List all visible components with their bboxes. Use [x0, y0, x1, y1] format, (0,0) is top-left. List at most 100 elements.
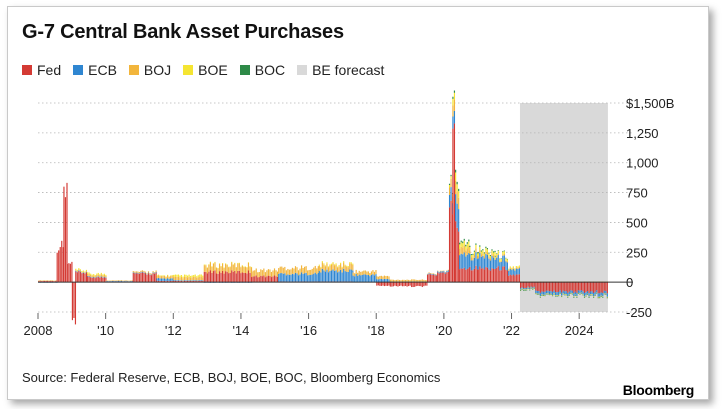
bar-boc — [462, 241, 464, 244]
bar-fed — [258, 277, 260, 283]
bar-boc — [468, 239, 470, 242]
bar-boj — [335, 264, 337, 271]
bar-ecb — [130, 281, 132, 282]
bar-fed — [379, 282, 381, 286]
bar-boc — [488, 252, 490, 254]
bar-ecb — [108, 281, 110, 282]
bar-boj — [53, 280, 55, 282]
bar-fed — [71, 282, 73, 321]
bar-boe — [465, 246, 467, 251]
bar-boe — [78, 268, 80, 270]
bar-boj — [459, 248, 461, 256]
bar-boe — [565, 294, 567, 295]
bar-boj — [430, 273, 432, 274]
bar-boe — [482, 250, 484, 254]
bar-ecb — [88, 275, 90, 277]
bar-boj — [397, 279, 399, 282]
bar-ecb — [434, 274, 436, 276]
bar-fed — [524, 282, 526, 289]
bar-boc — [591, 294, 593, 296]
bar-ecb — [600, 292, 602, 296]
bar-boe — [180, 275, 183, 277]
bar-ecb — [532, 287, 534, 289]
bar-fed — [602, 282, 604, 293]
bar-boj — [247, 262, 250, 271]
bar-fed — [79, 271, 81, 283]
bar-ecb — [541, 291, 543, 295]
bar-boe — [202, 275, 204, 278]
bar-boe — [459, 244, 461, 249]
bar-boj — [147, 271, 150, 273]
bar-fed — [186, 280, 189, 283]
bar-boe — [190, 275, 192, 278]
bar-fed — [150, 275, 153, 283]
bar-boj — [415, 279, 417, 282]
bar-boj — [492, 255, 495, 258]
bar-ecb — [502, 255, 504, 267]
bar-boj — [343, 262, 345, 269]
bar-boj — [163, 276, 166, 279]
bar-boj — [100, 274, 102, 277]
bar-boj — [440, 270, 442, 272]
bar-fed — [234, 270, 236, 283]
bar-fed — [191, 280, 193, 283]
bar-boe — [466, 243, 468, 249]
legend-label-boj: BOJ — [143, 62, 172, 78]
bar-fed — [588, 282, 590, 294]
bar-ecb — [508, 270, 510, 276]
bar-fed — [143, 272, 145, 283]
bar-boj — [505, 260, 507, 262]
bar-boc — [477, 252, 479, 254]
bar-fed — [386, 282, 389, 286]
bar-boe — [205, 264, 207, 266]
bar-ecb — [547, 290, 549, 294]
bar-ecb — [91, 277, 93, 278]
bar-fed — [551, 282, 554, 292]
bar-boe — [571, 293, 573, 294]
bar-ecb — [321, 268, 323, 282]
bar-ecb — [167, 278, 169, 281]
bar-fed — [137, 273, 139, 283]
bar-boj — [38, 280, 40, 282]
bar-boj — [108, 280, 110, 282]
bar-boj — [465, 250, 467, 257]
bar-fed — [199, 280, 201, 283]
bar-boe — [240, 266, 242, 268]
bar-boe — [179, 275, 181, 278]
bar-fed — [556, 282, 558, 293]
bar-boc — [448, 183, 451, 185]
bar-fed — [218, 271, 221, 283]
bar-ecb — [437, 271, 439, 273]
bar-fed — [217, 273, 219, 283]
bar-ecb — [431, 274, 433, 275]
bar-boj — [131, 280, 133, 281]
bar-boj — [162, 275, 164, 279]
legend-item-boj: BOJ — [128, 62, 172, 78]
bar-boe — [191, 275, 193, 278]
bar-boj — [126, 280, 129, 282]
bar-boj — [290, 269, 292, 275]
bar-boe — [321, 261, 323, 263]
bar-ecb — [561, 292, 563, 296]
bar-ecb — [122, 281, 124, 282]
bar-boj — [352, 264, 354, 271]
bar-ecb — [154, 273, 156, 274]
x-tick-label: '14 — [232, 323, 249, 338]
bar-boj — [113, 280, 115, 281]
bar-boe — [165, 276, 167, 278]
bar-boe — [173, 274, 175, 277]
bar-boc — [521, 289, 523, 290]
bar-boj — [357, 272, 359, 276]
bar-ecb — [316, 274, 318, 282]
bar-ecb — [299, 274, 301, 282]
bar-ecb — [568, 291, 570, 295]
bar-boe — [588, 296, 590, 298]
bar-ecb — [317, 272, 319, 282]
bar-ecb — [193, 280, 195, 281]
bar-boc — [502, 250, 504, 252]
bar-boe — [324, 265, 326, 267]
bar-boj — [475, 248, 477, 253]
bar-boe — [545, 293, 548, 294]
bar-ecb — [372, 274, 374, 283]
bar-fed — [438, 273, 440, 283]
